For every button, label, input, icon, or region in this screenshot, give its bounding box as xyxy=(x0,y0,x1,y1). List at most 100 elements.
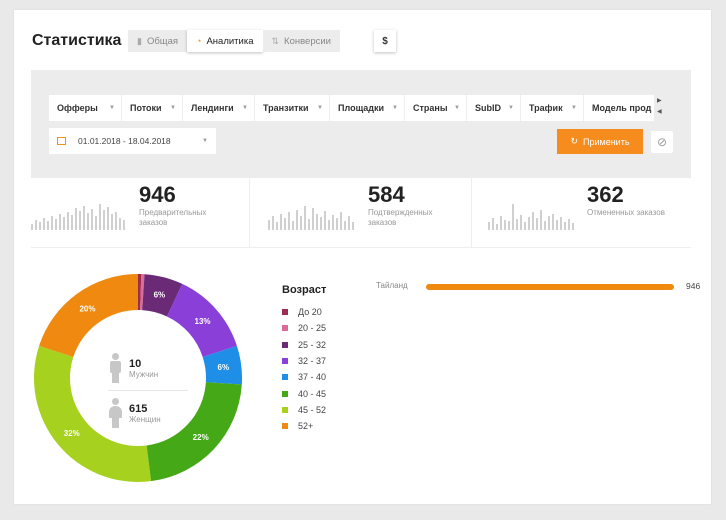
sparkline-bar xyxy=(556,220,558,230)
country-bar-track xyxy=(426,284,674,290)
sparkline-bar xyxy=(528,217,530,230)
sparkline-bar xyxy=(123,220,125,230)
filter-panel: Офферы ▼ Потоки ▼ Лендинги ▼ Транзитки ▼ Пло… xyxy=(31,70,691,178)
sparkline-bar xyxy=(540,210,542,230)
tab-label: Общая xyxy=(146,35,179,47)
stats-row: 946 Предварительных заказов 584 Подтверж… xyxy=(31,172,691,248)
sparkline-bar xyxy=(568,219,570,230)
sparkline-bar xyxy=(280,214,282,230)
filter-sales-model[interactable]: Модель прод xyxy=(584,95,654,121)
donut-slice-label: 6% xyxy=(154,291,166,300)
donut-slice[interactable] xyxy=(138,274,142,311)
sparkline-bar xyxy=(284,218,286,230)
sparkline-bar xyxy=(552,214,554,230)
sparkline-bar xyxy=(324,211,326,230)
tab-analytics[interactable]: ◔ Аналитика xyxy=(187,30,263,52)
donut-slice[interactable] xyxy=(140,274,145,311)
sparkline-bar xyxy=(532,212,534,230)
country-bar-fill xyxy=(426,284,674,290)
sparkline-bar xyxy=(352,222,354,230)
date-range-value: 01.01.2018 - 18.04.2018 xyxy=(78,136,171,146)
filter-countries[interactable]: Страны ▼ xyxy=(405,95,467,121)
legend-label: До 20 xyxy=(298,307,322,318)
legend-item[interactable]: До 20 xyxy=(282,304,326,320)
tab-general[interactable]: ▮ Общая xyxy=(128,30,188,52)
caret-down-icon: ▼ xyxy=(202,138,208,144)
legend-item[interactable]: 40 - 45 xyxy=(282,385,326,401)
legend-item[interactable]: 20 - 25 xyxy=(282,320,326,336)
sparkline-bar xyxy=(59,214,61,230)
male-label: Мужчин xyxy=(129,369,159,379)
sparkline-bar xyxy=(47,221,49,230)
stat-cancelled: 362 Отмененных заказов xyxy=(471,172,691,248)
legend-item[interactable]: 45 - 52 xyxy=(282,402,326,418)
donut-slice-label: 13% xyxy=(195,317,211,326)
filter-sites[interactable]: Площадки ▼ xyxy=(330,95,405,121)
scroll-left-icon[interactable]: ◀ xyxy=(657,109,662,115)
donut-slice[interactable] xyxy=(146,382,242,482)
filter-traffic[interactable]: Трафик ▼ xyxy=(521,95,584,121)
filter-streams[interactable]: Потоки ▼ xyxy=(122,95,183,121)
legend-label: 45 - 52 xyxy=(298,404,327,415)
legend-item[interactable]: 37 - 40 xyxy=(282,369,326,385)
caret-down-icon: ▼ xyxy=(170,105,176,111)
currency-button[interactable]: $ xyxy=(374,30,396,52)
sparkline-bar xyxy=(512,204,514,230)
donut-slice[interactable] xyxy=(34,345,152,482)
legend-swatch xyxy=(282,325,288,332)
legend-title: Возраст xyxy=(282,284,327,296)
caret-down-icon: ▼ xyxy=(317,105,323,111)
age-legend: Возраст До 20 20 - 25 25 - 32 32 - 37 37 - 4… xyxy=(282,284,326,434)
reset-button[interactable]: ⊘ xyxy=(651,131,673,153)
filter-transits[interactable]: Транзитки ▼ xyxy=(255,95,330,121)
legend-label: 37 - 40 xyxy=(298,372,327,383)
sparkline-bar xyxy=(107,207,109,230)
sparkline-bar xyxy=(316,214,318,230)
date-range-picker[interactable]: 01.01.2018 - 18.04.2018 ▼ xyxy=(49,128,216,154)
sparkline-bar xyxy=(344,221,346,230)
sparkline xyxy=(31,204,125,230)
stat-label: Предварительных заказов xyxy=(139,208,207,227)
cancel-icon: ⊘ xyxy=(656,135,668,149)
filter-subid[interactable]: SubID ▼ xyxy=(467,95,521,121)
sparkline-bar xyxy=(500,216,502,230)
filter-offers[interactable]: Офферы ▼ xyxy=(49,95,122,121)
donut-slice[interactable] xyxy=(202,345,242,385)
sparkline-bar xyxy=(296,210,298,230)
male-count: 10 xyxy=(129,357,142,370)
legend-item[interactable]: 52+ xyxy=(282,418,326,434)
tab-label: Конверсии xyxy=(284,35,331,47)
stat-value: 946 xyxy=(139,182,176,207)
age-donut-chart: 6% 13% 6% 22% 32% 20% xyxy=(34,274,242,482)
tab-conversions[interactable]: ⇅ Конверсии xyxy=(262,30,340,52)
stats-panel: Статистика ▮ Общая ◔ Аналитика ⇅ Конверс… xyxy=(14,10,711,504)
sparkline-bar xyxy=(119,218,121,230)
calendar-icon xyxy=(57,137,66,145)
sparkline-bar xyxy=(43,218,45,230)
filter-label: SubID xyxy=(475,103,501,113)
sparkline-bar xyxy=(288,212,290,230)
donut-slice[interactable] xyxy=(142,274,183,317)
sparkline-bar xyxy=(39,222,41,230)
caret-down-icon: ▼ xyxy=(571,105,577,111)
legend-label: 40 - 45 xyxy=(298,388,327,399)
apply-button[interactable]: ↻ Применить xyxy=(557,129,643,154)
scroll-arrows[interactable]: ▶ ◀ xyxy=(657,96,662,118)
sparkline-bar xyxy=(115,212,117,230)
filter-label: Офферы xyxy=(57,103,98,113)
donut-slice[interactable] xyxy=(39,274,139,357)
sparkline-bar xyxy=(71,215,73,230)
donut-slice[interactable] xyxy=(166,283,237,357)
legend-item[interactable]: 25 - 32 xyxy=(282,337,326,353)
legend-label: 25 - 32 xyxy=(298,339,327,350)
divider xyxy=(108,390,188,391)
sparkline-bar xyxy=(95,216,97,230)
scroll-right-icon[interactable]: ▶ xyxy=(657,98,662,104)
filter-bar: Офферы ▼ Потоки ▼ Лендинги ▼ Транзитки ▼ Пло… xyxy=(49,95,654,121)
filter-label: Лендинги xyxy=(191,103,234,113)
legend-item[interactable]: 32 - 37 xyxy=(282,353,326,369)
legend-swatch xyxy=(282,374,288,381)
filter-landings[interactable]: Лендинги ▼ xyxy=(183,95,255,121)
sparkline-bar xyxy=(300,216,302,230)
donut-slice-label: 22% xyxy=(193,433,209,442)
